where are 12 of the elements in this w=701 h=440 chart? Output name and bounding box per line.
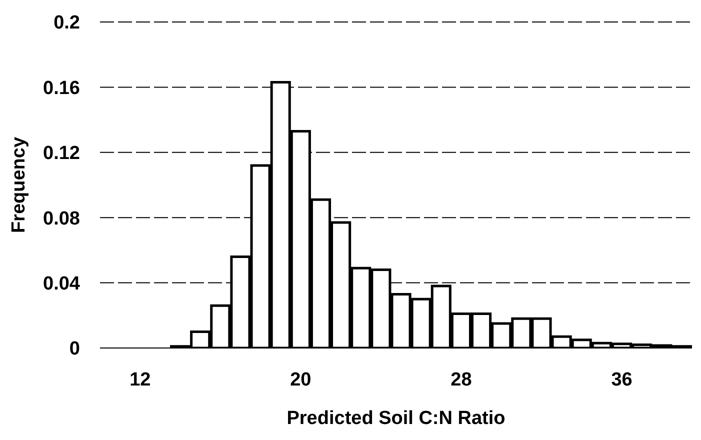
y-tick-label: 0.12 bbox=[43, 143, 80, 164]
x-axis-title: Predicted Soil C:N Ratio bbox=[286, 408, 506, 429]
x-tick-label: 20 bbox=[290, 369, 312, 390]
y-axis-title: Frequency bbox=[8, 136, 30, 234]
x-tick-label: 28 bbox=[450, 369, 472, 390]
x-tick-label: 12 bbox=[130, 369, 151, 390]
y-tick-label: 0 bbox=[69, 338, 80, 360]
y-tick-label: 0.04 bbox=[43, 274, 80, 295]
y-tick-label: 0.08 bbox=[43, 208, 80, 230]
y-tick-label: 0.16 bbox=[43, 78, 80, 99]
x-tick-label: 36 bbox=[611, 369, 632, 390]
y-tick-label: 0.2 bbox=[54, 12, 80, 34]
